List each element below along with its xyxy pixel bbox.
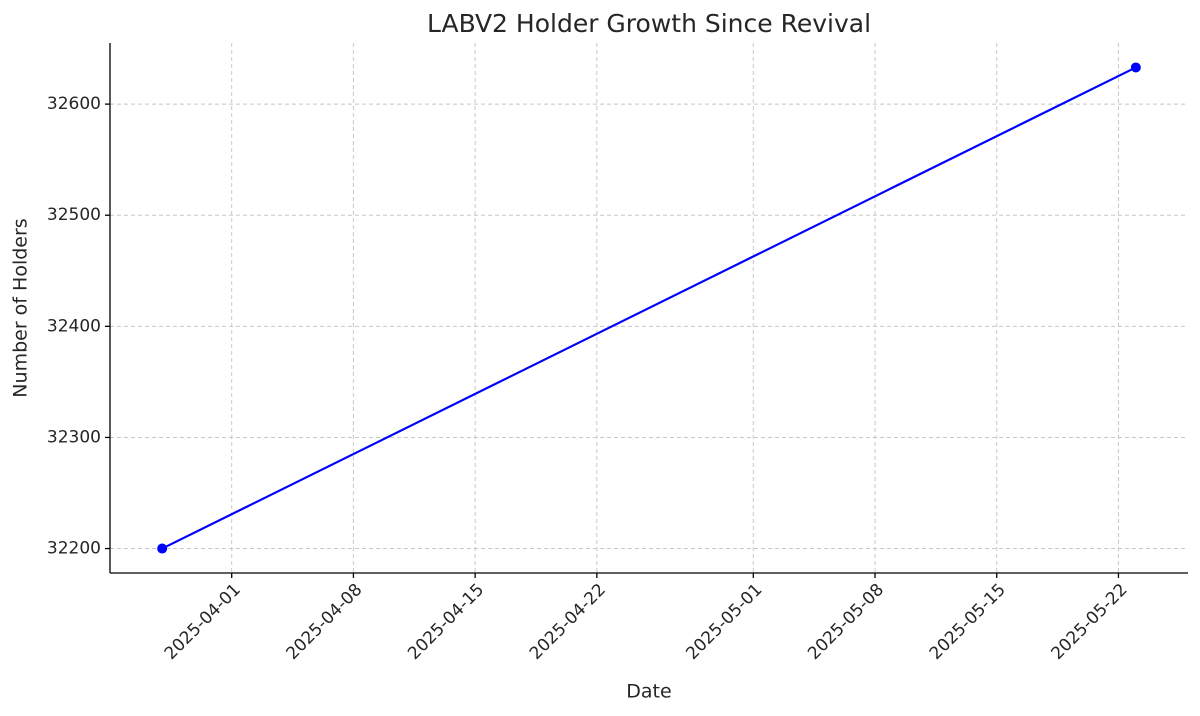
chart-title: LABV2 Holder Growth Since Revival: [427, 9, 871, 38]
y-tick-label: 32500: [47, 205, 101, 225]
y-tick-label: 32200: [47, 539, 101, 559]
x-tick-label: 2025-04-08: [282, 580, 366, 664]
x-tick-label: 2025-05-22: [1048, 580, 1132, 664]
x-tick-label: 2025-05-08: [804, 580, 888, 664]
data-point: [157, 543, 168, 554]
y-axis-label: Number of Holders: [10, 218, 32, 397]
x-tick-label: 2025-04-15: [404, 580, 488, 664]
x-tick-label: 2025-04-01: [161, 580, 245, 664]
x-tick-label: 2025-05-15: [926, 580, 1010, 664]
data-line: [161, 66, 1137, 550]
y-tick-label: 32600: [47, 94, 101, 114]
x-tick-label: 2025-04-22: [526, 580, 610, 664]
y-tick-label: 32300: [47, 427, 101, 447]
data-point: [1130, 62, 1141, 73]
x-tick-label: 2025-05-01: [682, 580, 766, 664]
y-tick-label: 32400: [47, 316, 101, 336]
x-axis-label: Date: [626, 681, 671, 703]
